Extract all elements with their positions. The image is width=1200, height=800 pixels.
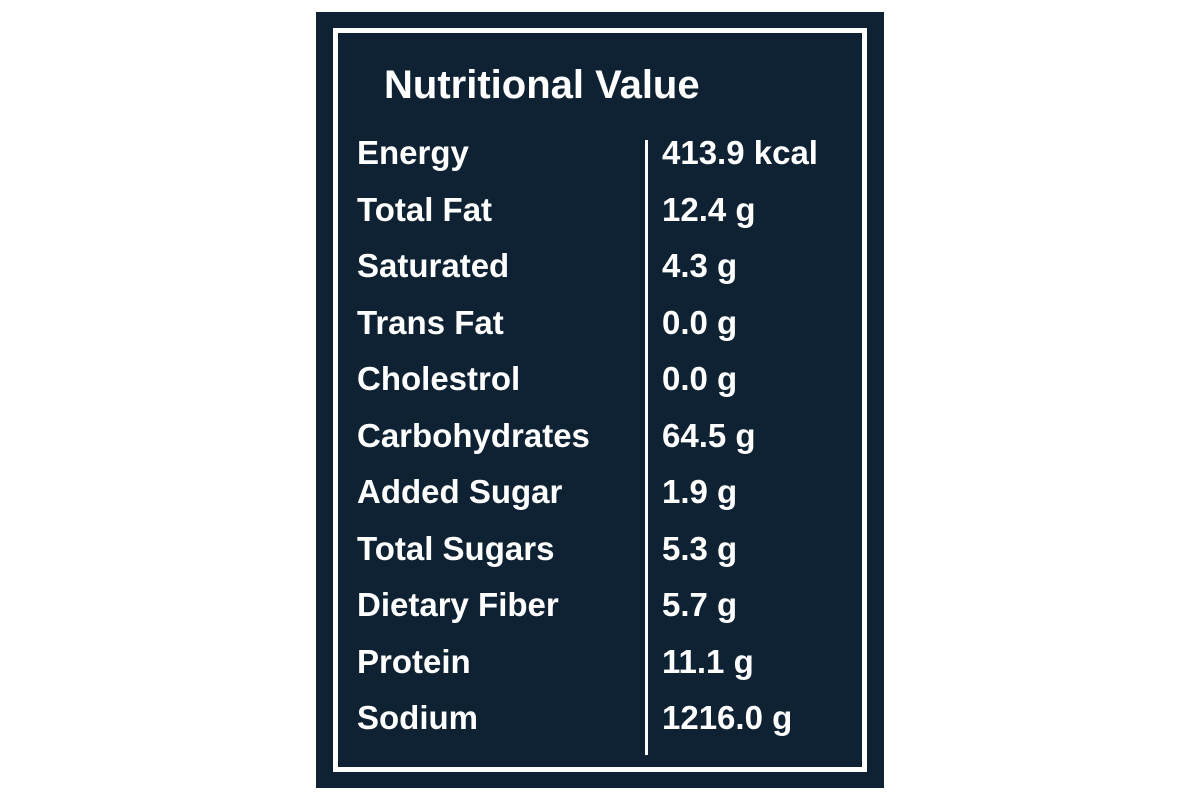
nutrient-name: Carbohydrates — [357, 416, 590, 454]
nutrient-value: 4.3 g — [662, 247, 738, 284]
nutrient-name: Added Sugar — [357, 473, 563, 510]
nutrient-value: 0.0 g — [662, 360, 738, 397]
title: Nutritional Value — [384, 63, 700, 107]
nutrient-name: Dietary Fiber — [357, 586, 559, 623]
nutrient-value: 12.4 g — [662, 190, 756, 228]
nutrient-value: 1.9 g — [662, 473, 738, 510]
label-panel: Nutritional Value Energy 413.9 kcal Total … — [316, 12, 884, 788]
nutrient-name: Sodium — [357, 699, 478, 736]
nutrient-value: 0.0 g — [662, 303, 738, 341]
nutrient-name: Saturated — [357, 247, 510, 284]
nutrient-name: Energy — [357, 134, 469, 171]
nutrient-name: Cholestrol — [357, 360, 521, 397]
nutrient-value: 11.1 g — [662, 642, 754, 680]
nutrient-value: 64.5 g — [662, 416, 756, 454]
nutrient-value: 1216.0 g — [662, 699, 793, 736]
nutrient-value: 5.3 g — [662, 529, 738, 567]
nutrient-name: Total Sugars — [357, 529, 555, 567]
nutrient-value: 5.7 g — [662, 586, 738, 623]
nutrient-name: Total Fat — [357, 190, 493, 228]
nutrient-name: Protein — [357, 642, 471, 680]
nutrient-value: 413.9 kcal — [662, 134, 818, 171]
column-divider — [645, 140, 648, 755]
nutrient-name: Trans Fat — [357, 303, 504, 341]
label-frame: Nutritional Value Energy 413.9 kcal Total … — [333, 28, 867, 772]
